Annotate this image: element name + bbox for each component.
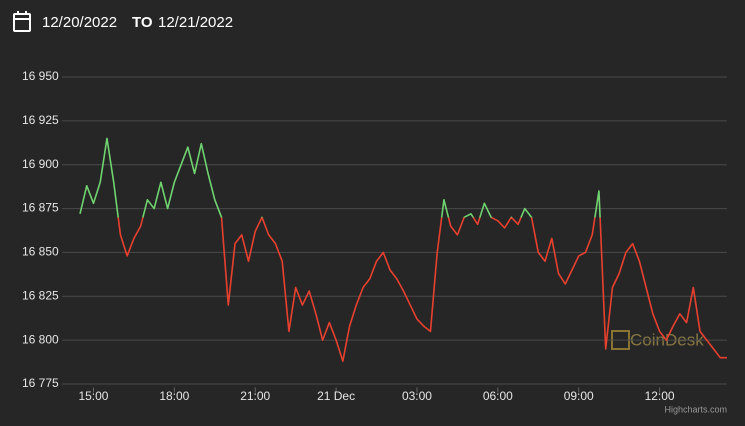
date-separator: TO <box>132 14 153 31</box>
x-tick-label: 21 Dec <box>317 389 355 403</box>
date-from[interactable]: 12/20/2022 <box>42 14 117 31</box>
x-tick-label: 15:00 <box>78 389 108 403</box>
credits: Highcharts.com <box>664 404 727 414</box>
x-tick-label: 06:00 <box>483 389 513 403</box>
y-tick-label: 16 825 <box>22 288 59 302</box>
x-tick-label: 21:00 <box>240 389 270 403</box>
y-tick-label: 16 900 <box>22 157 59 171</box>
price-line <box>79 137 727 362</box>
x-tick-label: 12:00 <box>645 389 675 403</box>
y-tick-label: 16 925 <box>22 113 59 127</box>
x-tick-label: 09:00 <box>564 389 594 403</box>
x-tick-label: 18:00 <box>159 389 189 403</box>
y-tick-label: 16 875 <box>22 201 59 215</box>
y-tick-label: 16 800 <box>22 332 59 346</box>
y-tick-label: 16 850 <box>22 245 59 259</box>
y-tick-label: 16 950 <box>22 69 59 83</box>
date-to[interactable]: 12/21/2022 <box>158 14 233 31</box>
y-tick-label: 16 775 <box>22 376 59 390</box>
calendar-icon[interactable] <box>13 11 31 32</box>
x-tick-label: 03:00 <box>402 389 432 403</box>
